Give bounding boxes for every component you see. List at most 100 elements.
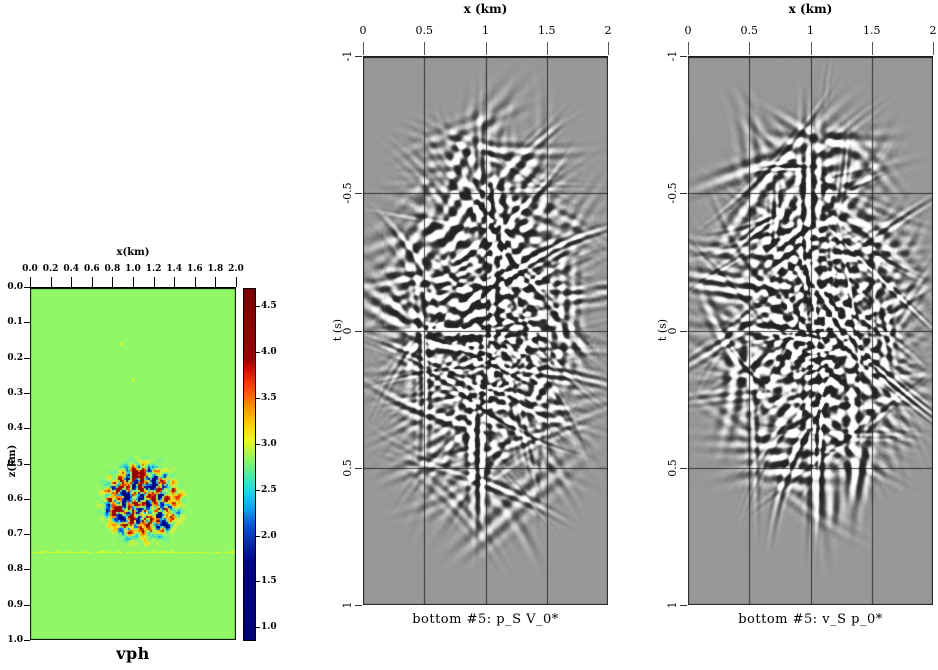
model-x-tick-label: 1.0 xyxy=(125,264,141,274)
seis-t-tick-mark xyxy=(680,56,687,57)
model-x-tick-label: 1.8 xyxy=(207,264,224,274)
seis-x-tick-mark xyxy=(749,42,751,55)
model-x-tick-mark xyxy=(50,277,52,287)
model-z-tick-label: 0.5 xyxy=(7,458,23,469)
colorbar-tick-mark xyxy=(256,398,260,400)
seis-t-tick-label: 0 xyxy=(665,327,679,334)
colorbar-tick-mark xyxy=(256,306,260,308)
colorbar-tick-mark xyxy=(256,581,260,583)
model-x-tick-mark xyxy=(112,277,114,287)
seis-x-tick-label: 0 xyxy=(359,24,367,37)
colorbar-tick-label: 3.0 xyxy=(261,438,277,449)
model-z-tick-label: 0.0 xyxy=(7,282,23,292)
seis-x-tick-label: 1.5 xyxy=(863,24,881,37)
seis-t-tick-mark xyxy=(680,605,687,606)
colorbar-tick-mark xyxy=(256,535,260,537)
model-x-tick-label: 1.6 xyxy=(186,264,203,274)
colorbar-tick-label: 4.5 xyxy=(261,301,277,312)
seis-x-tick-mark xyxy=(810,42,812,55)
model-z-tick-mark xyxy=(24,498,30,500)
model-x-tick-mark xyxy=(71,277,73,287)
colorbar-tick-mark xyxy=(256,627,260,629)
model-z-tick-mark xyxy=(24,392,30,394)
model-x-tick-mark xyxy=(174,277,176,287)
model-x-tick-label: 0.0 xyxy=(22,264,38,274)
velocity-model-image xyxy=(30,287,236,640)
seis-x-tick-mark xyxy=(363,42,364,55)
model-z-tick-label: 0.8 xyxy=(7,564,23,575)
model-z-tick-label: 0.4 xyxy=(7,423,23,434)
seis-t-tick-mark xyxy=(355,605,362,606)
model-z-tick-label: 0.2 xyxy=(7,352,23,363)
model-x-tick-mark xyxy=(91,277,93,287)
model-z-tick-mark xyxy=(24,428,30,430)
seis-x-tick-mark xyxy=(546,42,548,55)
seis-x-tick-label: 1 xyxy=(807,24,814,37)
model-x-tick-mark xyxy=(30,277,31,287)
colorbar-tick-mark xyxy=(256,352,260,354)
model-z-tick-mark xyxy=(24,322,30,324)
colorbar xyxy=(243,288,256,641)
seis-t-tick-mark xyxy=(355,467,362,469)
model-z-tick-label: 1.0 xyxy=(7,635,23,645)
colorbar-tick-mark xyxy=(256,489,260,491)
model-x-tick-mark xyxy=(194,277,196,287)
seis-x-tick-label: 1 xyxy=(482,24,489,37)
seis2-x-axis-title: x (km) xyxy=(788,2,833,16)
model-z-tick-mark xyxy=(24,287,30,288)
model-z-tick-mark xyxy=(24,534,30,536)
seis-x-tick-label: 0.5 xyxy=(740,24,759,37)
seis-x-tick-label: 2 xyxy=(929,24,937,37)
wavefield-image-2 xyxy=(688,56,933,605)
model-x-tick-mark xyxy=(236,277,237,287)
colorbar-tick-mark xyxy=(256,443,260,445)
model-x-tick-label: 1.4 xyxy=(166,264,183,274)
seis-t-tick-mark xyxy=(680,330,687,332)
model-x-tick-label: 1.2 xyxy=(145,264,162,274)
seis-x-tick-label: 0.5 xyxy=(415,24,434,37)
model-caption: vph xyxy=(116,644,150,663)
seis-x-tick-mark xyxy=(608,42,609,55)
model-z-tick-mark xyxy=(24,569,30,571)
model-z-tick-label: 0.3 xyxy=(7,387,23,398)
model-z-tick-mark xyxy=(24,463,30,465)
model-z-tick-mark xyxy=(24,604,30,606)
model-z-tick-label: 0.9 xyxy=(7,599,23,610)
seis1-x-axis-title: x (km) xyxy=(463,2,508,16)
seis-t-tick-label: 1 xyxy=(665,601,679,609)
seis-x-tick-label: 2 xyxy=(604,24,612,37)
seis-t-tick-mark xyxy=(355,56,362,57)
seis-x-tick-mark xyxy=(485,42,487,55)
seis-x-tick-mark xyxy=(688,42,689,55)
seis-t-tick-label: -1 xyxy=(665,50,679,62)
seis-x-tick-label: 0 xyxy=(684,24,692,37)
colorbar-tick-label: 1.0 xyxy=(261,622,277,633)
seis-x-tick-mark xyxy=(871,42,873,55)
seis-t-tick-mark xyxy=(680,467,687,469)
seis-t-tick-label: -0.5 xyxy=(665,182,679,204)
model-x-axis-title: x(km) xyxy=(116,247,150,258)
colorbar-tick-label: 2.5 xyxy=(261,484,277,495)
model-z-tick-label: 0.6 xyxy=(7,493,23,504)
colorbar-tick-label: 4.0 xyxy=(261,347,277,358)
seis-t-tick-mark xyxy=(355,330,362,332)
colorbar-tick-label: 3.5 xyxy=(261,393,277,404)
seis2-caption: bottom #5: v_S p_0* xyxy=(738,612,883,627)
seis1-caption: bottom #5: p_S V_0* xyxy=(412,612,559,627)
model-z-tick-label: 0.1 xyxy=(7,317,23,328)
model-x-tick-mark xyxy=(215,277,217,287)
model-x-tick-label: 0.6 xyxy=(83,264,100,274)
seis-x-tick-mark xyxy=(933,42,934,55)
model-z-tick-mark xyxy=(24,640,30,641)
model-x-tick-label: 0.8 xyxy=(104,264,121,274)
model-z-tick-mark xyxy=(24,357,30,359)
model-z-tick-label: 0.7 xyxy=(7,529,23,540)
colorbar-tick-label: 1.5 xyxy=(261,576,277,587)
colorbar-tick-label: 2.0 xyxy=(261,530,277,541)
seis-t-tick-label: 0.5 xyxy=(665,459,679,477)
model-x-tick-label: 0.4 xyxy=(63,264,80,274)
